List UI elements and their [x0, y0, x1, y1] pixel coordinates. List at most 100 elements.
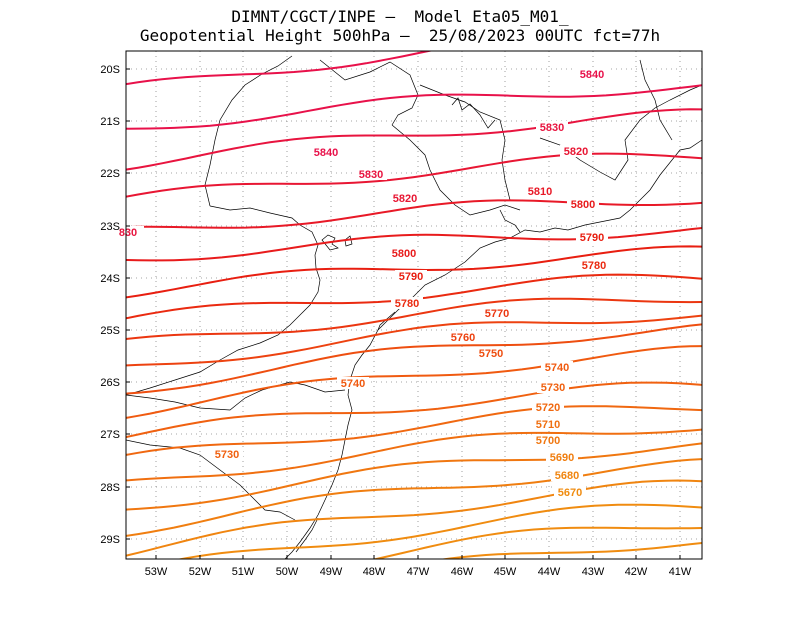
contour-line — [126, 323, 702, 395]
contour-label-bg — [355, 168, 387, 180]
contour-line — [126, 314, 702, 367]
coastline — [377, 311, 396, 331]
contour-line — [126, 297, 702, 340]
contour-label-bg — [576, 231, 608, 243]
contour-label: 5760 — [451, 332, 475, 344]
contour-label: 5750 — [479, 348, 503, 360]
lon-tick-label: 52W — [189, 566, 212, 578]
contour-line — [126, 381, 702, 439]
contour-label-bg — [395, 270, 427, 282]
contour-line — [126, 428, 702, 482]
border-line — [319, 59, 419, 126]
contour-labels: 5840 5840 5830 5830 830 5820 5820 5810 5800 5800 5… — [112, 68, 610, 499]
lon-tick-label: 41W — [669, 566, 692, 578]
lon-tick-label: 49W — [320, 566, 343, 578]
contour-label-bg — [391, 297, 423, 309]
lat-tick-label: 24S — [100, 273, 120, 285]
lon-tick-label: 48W — [363, 566, 386, 578]
contour-line — [126, 152, 702, 198]
contour-label-bg — [536, 121, 568, 133]
lon-tick-label: 45W — [494, 566, 517, 578]
chart-title-line-2: Geopotential Height 500hPa — 25/08/2023 … — [139, 26, 661, 45]
contour-label-bg — [388, 247, 420, 259]
contour-label-bg — [532, 434, 564, 446]
contour-line — [126, 245, 702, 299]
coastline-and-borders — [126, 55, 702, 559]
contour-label: 5730 — [541, 382, 565, 394]
contour-label-bg — [537, 381, 569, 393]
map-frame — [125, 50, 703, 560]
lon-tick-label: 46W — [451, 566, 474, 578]
lat-tick-label: 23S — [100, 221, 120, 233]
contour-label-bg — [475, 347, 507, 359]
contour-label: 5670 — [558, 487, 582, 499]
contour-label-bg — [337, 377, 369, 389]
chart-title-line-1: DIMNT/CGCT/INPE — Model Eta05_M01_ — [231, 7, 569, 26]
contour-label-bg — [554, 486, 586, 498]
border-line — [126, 205, 321, 396]
lat-tick-label: 20S — [100, 64, 120, 76]
coastline — [284, 139, 702, 559]
border-line — [419, 84, 511, 201]
contour-label: 5790 — [580, 232, 604, 244]
contour-label-bg — [567, 198, 599, 210]
lat-tick-label: 27S — [100, 429, 120, 441]
bay-outline — [451, 97, 496, 129]
contour-line — [126, 458, 702, 537]
contour-line — [176, 503, 702, 559]
contour-label: 5840 — [314, 147, 338, 159]
contour-label: 5740 — [545, 362, 569, 374]
lon-tick-label: 43W — [582, 566, 605, 578]
contour-label-bg — [551, 469, 583, 481]
contour-label-bg — [481, 307, 513, 319]
contour-label: 5810 — [528, 186, 552, 198]
contour-label-bg — [578, 259, 610, 271]
lon-tick-label: 47W — [407, 566, 430, 578]
contour-label: 5840 — [580, 69, 604, 81]
contour-label: 5770 — [485, 308, 509, 320]
contour-line — [371, 526, 702, 559]
border-line — [126, 381, 346, 411]
lon-tick-label: 44W — [538, 566, 561, 578]
contour-line — [126, 442, 702, 511]
border-line — [126, 439, 296, 521]
axis-ticks: 20S 21S 22S 23S 24S 25S 26S 27S 28S 29S 53W 52W 51W 5… — [100, 64, 692, 578]
lat-tick-label: 26S — [100, 377, 120, 389]
lat-tick-label: 22S — [100, 168, 120, 180]
contour-label: 5740 — [341, 378, 365, 390]
contour-label: 5820 — [564, 146, 588, 158]
lat-tick-label: 29S — [100, 534, 120, 546]
contour-label: 5690 — [550, 452, 574, 464]
contour-label-bg — [576, 68, 608, 80]
contour-label: 5830 — [540, 122, 564, 134]
island-outline — [344, 235, 353, 247]
contour-label-bg — [447, 331, 479, 343]
contour-label: 5780 — [582, 260, 606, 272]
contour-label: 5680 — [555, 470, 579, 482]
contour-label-bg — [532, 418, 564, 430]
contour-label: 5820 — [393, 193, 417, 205]
lat-tick-label: 28S — [100, 482, 120, 494]
contour-label-bg — [546, 451, 578, 463]
lon-tick-label: 42W — [625, 566, 648, 578]
border-line — [391, 124, 521, 216]
contour-label: 830 — [119, 227, 137, 239]
lat-tick-label: 21S — [100, 116, 120, 128]
contour-label-bg — [112, 226, 144, 238]
lon-tick-label: 53W — [145, 566, 168, 578]
contour-label: 5700 — [536, 435, 560, 447]
contour-label: 5780 — [395, 298, 419, 310]
island-outline — [321, 234, 339, 251]
contour-label: 5800 — [571, 199, 595, 211]
contour-label: 5830 — [359, 169, 383, 181]
contour-label: 5790 — [399, 271, 423, 283]
contour-label-bg — [560, 145, 592, 157]
contour-label-bg — [310, 146, 342, 158]
contour-label-bg — [541, 361, 573, 373]
contour-label: 5720 — [536, 402, 560, 414]
contour-label-bg — [524, 185, 556, 197]
lat-tick-label: 25S — [100, 325, 120, 337]
border-line — [639, 59, 673, 141]
contour-line — [126, 108, 702, 171]
